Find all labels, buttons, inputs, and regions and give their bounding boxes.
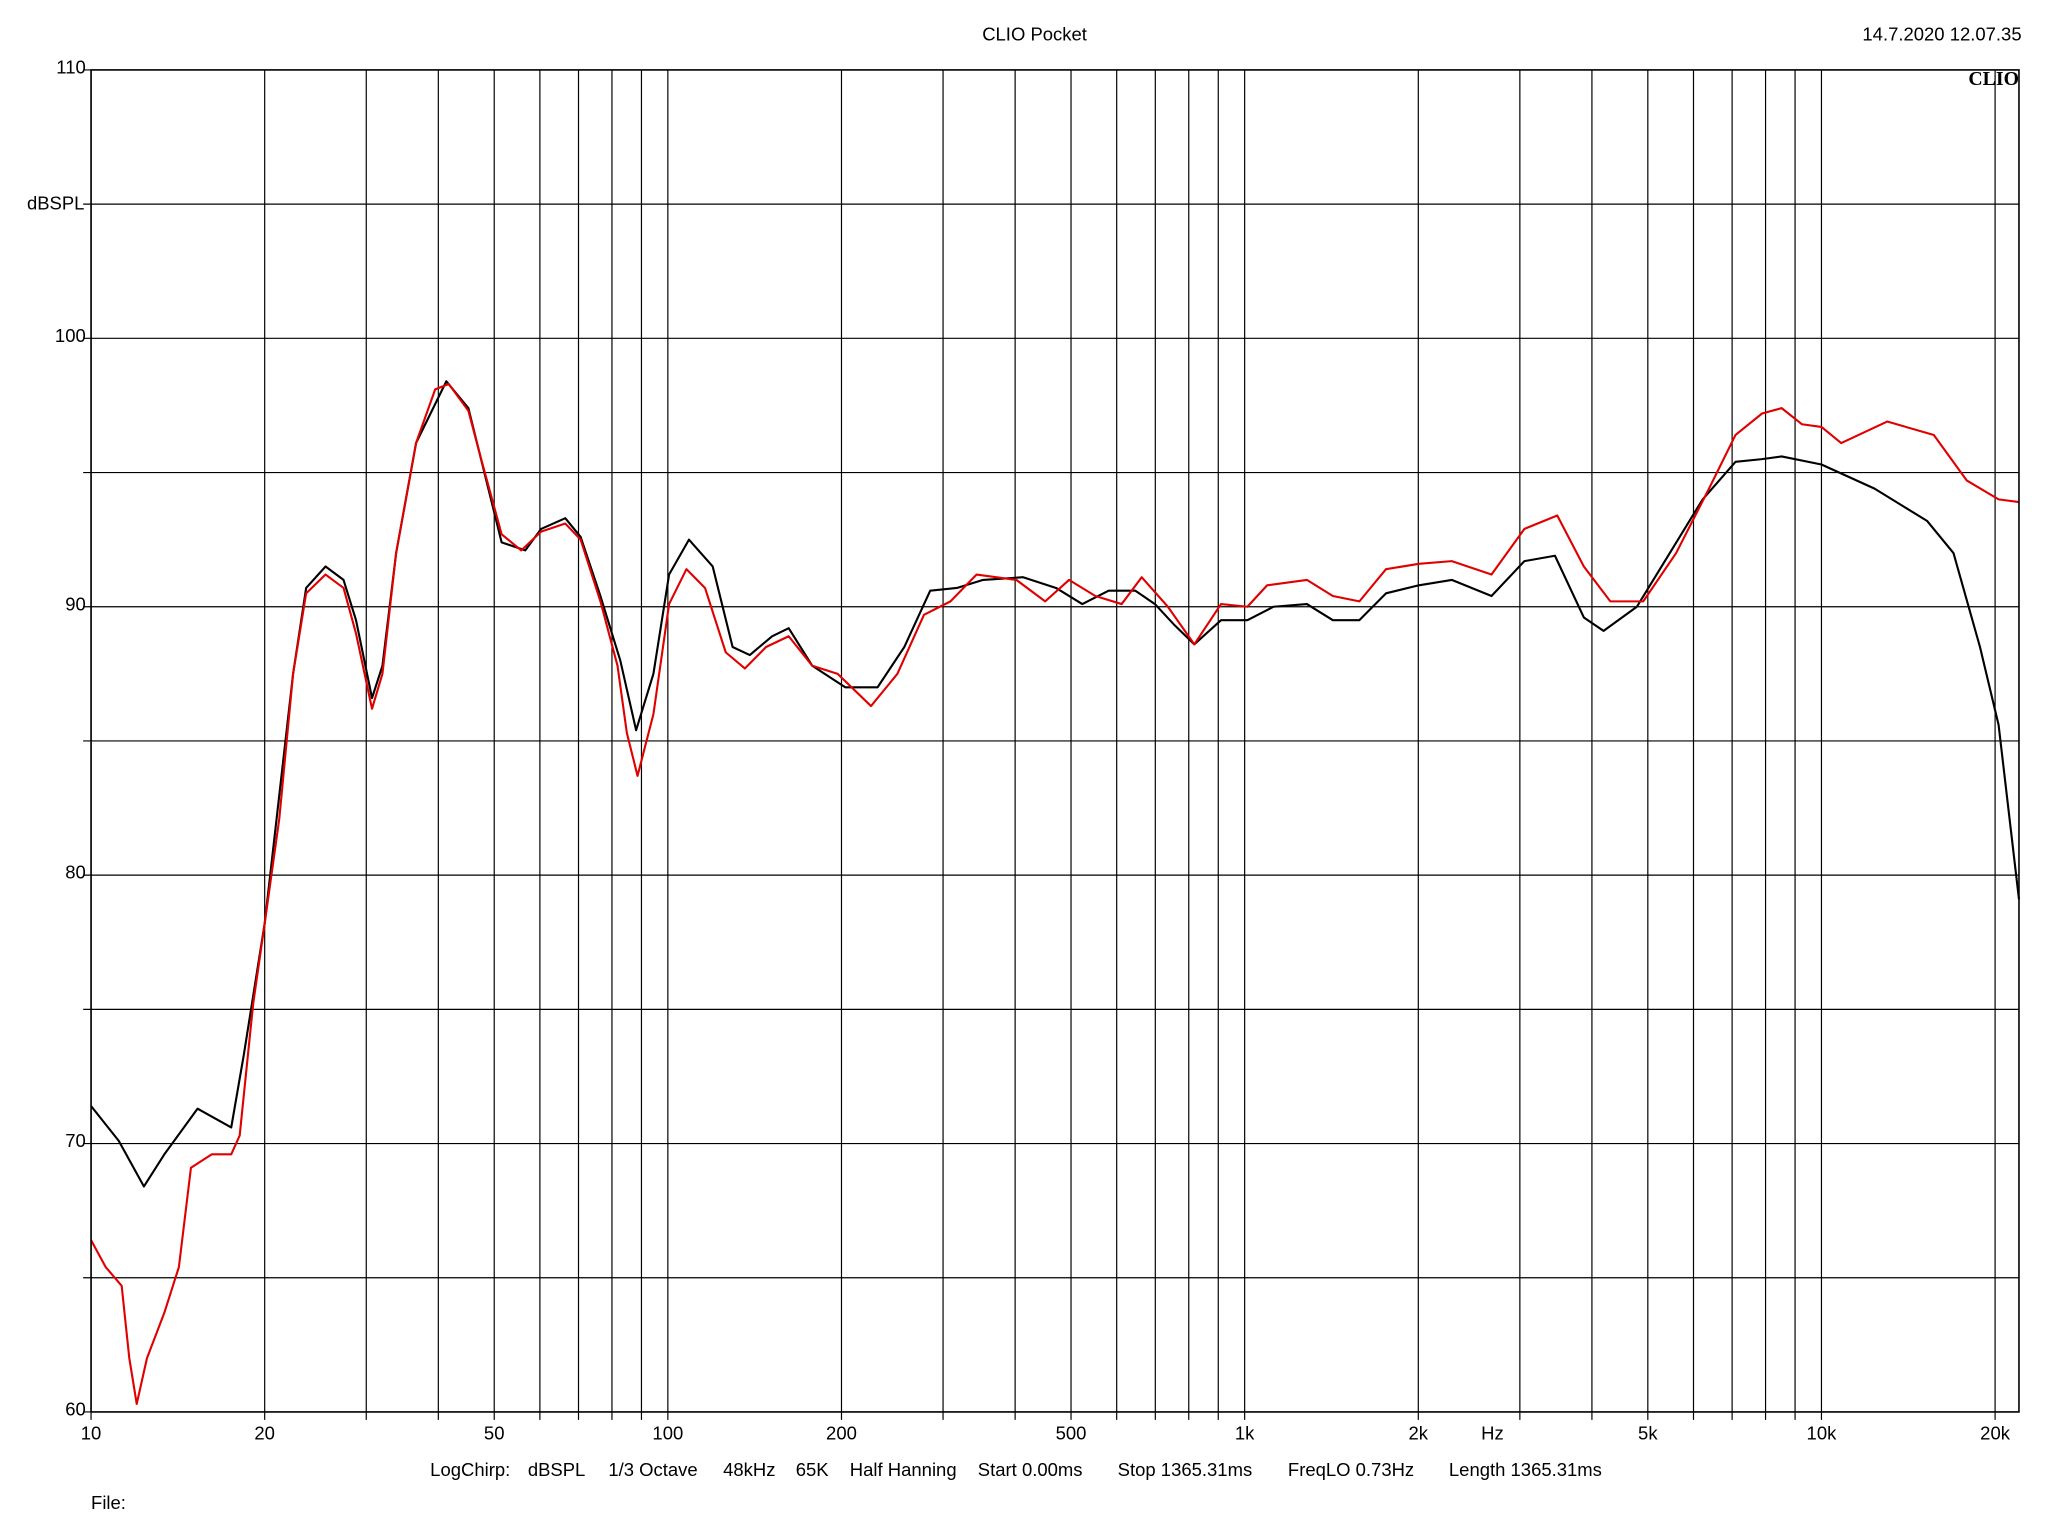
y-tick-label: 80 (65, 862, 86, 883)
x-tick-label: 2k (1409, 1422, 1429, 1443)
footer-item: LogChirp: (430, 1459, 510, 1480)
file-label: File: (91, 1492, 126, 1513)
x-tick-label: 10k (1807, 1422, 1838, 1443)
y-tick-label: 70 (65, 1130, 86, 1151)
y-tick-label: 110 (56, 56, 85, 77)
footer-item: 48kHz (723, 1459, 775, 1480)
y-axis-label: dBSPL (27, 192, 85, 213)
footer-item: Half Hanning (850, 1459, 957, 1480)
x-tick-label: 20 (254, 1422, 275, 1443)
x-tick-label: 1k (1235, 1422, 1255, 1443)
series-line (90, 380, 2021, 1188)
y-tick-label: 90 (65, 593, 86, 614)
x-tick-label: 50 (484, 1422, 505, 1443)
lines (90, 380, 2021, 1405)
x-tick-label: 5k (1638, 1422, 1658, 1443)
footer-item: FreqLO 0.73Hz (1288, 1459, 1414, 1480)
plot-frame (90, 69, 2020, 1413)
footer-item: Stop 1365.31ms (1118, 1459, 1253, 1480)
logo: CLIO (1968, 68, 2019, 90)
x-tick-label: 200 (826, 1422, 857, 1443)
chart-title: CLIO Pocket (982, 24, 1087, 45)
x-axis-label: Hz (1481, 1422, 1504, 1443)
y-tick-label: 60 (65, 1399, 86, 1420)
footer-item: Length 1365.31ms (1449, 1459, 1602, 1480)
footer-item: 1/3 Octave (608, 1459, 697, 1480)
x-tick-label: 10 (81, 1422, 102, 1443)
series-line (90, 382, 2020, 1405)
y-tick-label: 100 (55, 325, 86, 346)
footer-item: 65K (796, 1459, 830, 1480)
x-tick-label: 20k (1980, 1422, 2011, 1443)
footer-item: Start 0.00ms (978, 1459, 1083, 1480)
timestamp: 14.7.2020 12.07.35 (1862, 24, 2021, 45)
x-tick-label: 500 (1056, 1422, 1087, 1443)
footer-item: dBSPL (528, 1459, 586, 1480)
x-tick-label: 100 (652, 1422, 683, 1443)
